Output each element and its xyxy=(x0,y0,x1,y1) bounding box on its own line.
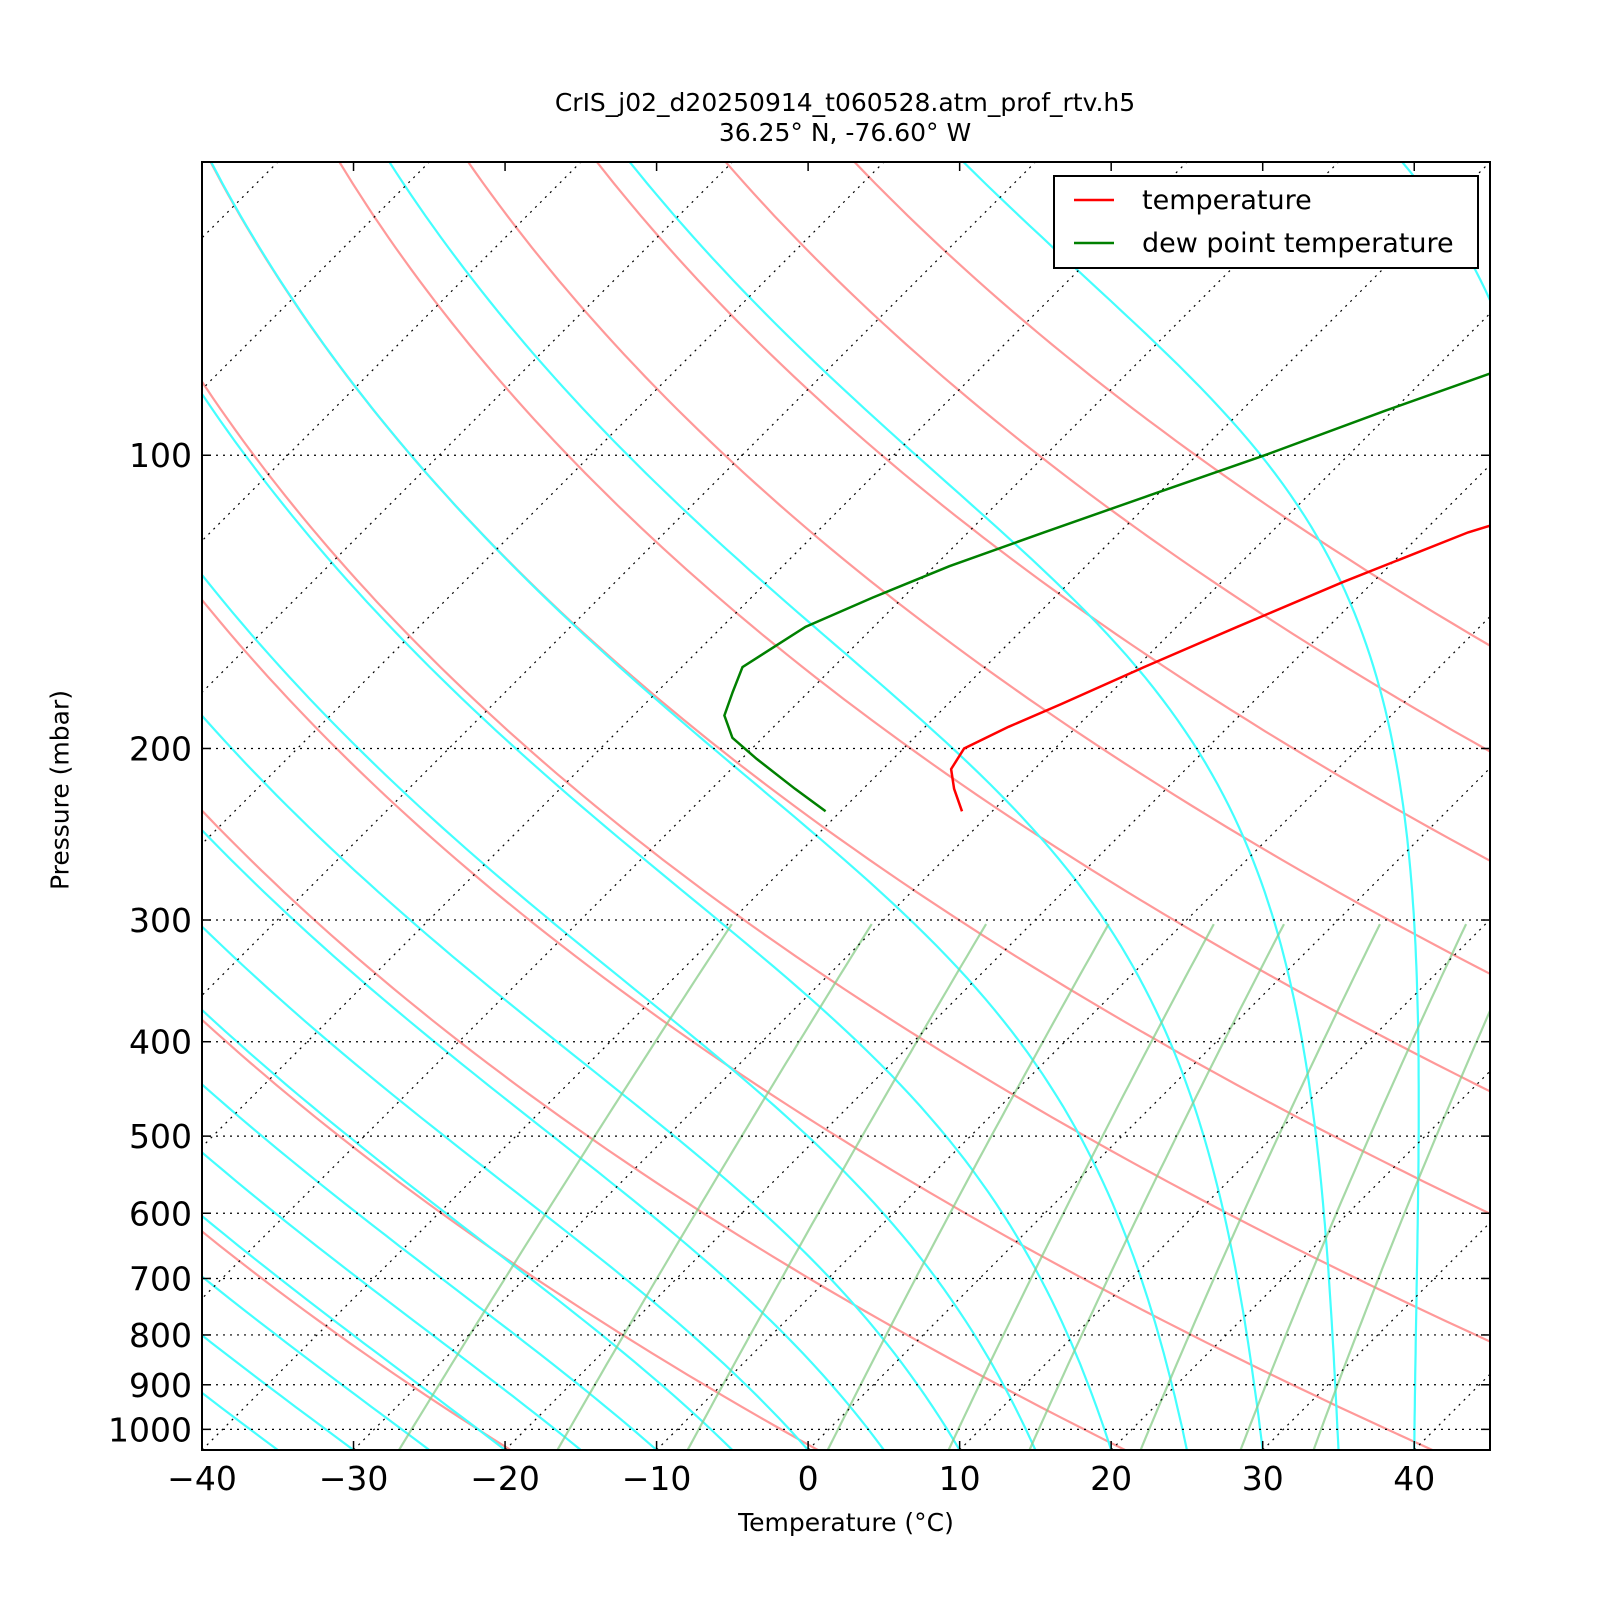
chart-title: CrIS_j02_d20250914_t060528.atm_prof_rtv.… xyxy=(0,88,1600,117)
x-tick-label: −40 xyxy=(167,1459,237,1498)
mixing-ratio-line xyxy=(1030,924,1285,1450)
y-axis-label: Pressure (mbar) xyxy=(46,690,75,890)
dry-adiabat-line xyxy=(597,162,1600,1450)
dry-adiabat-line xyxy=(468,162,1600,1450)
isotherm-line xyxy=(0,162,884,1450)
dry-adiabat-line xyxy=(726,162,1600,1450)
dry-adiabat-line xyxy=(0,162,1432,1450)
dry-adiabat-line xyxy=(339,162,1600,1450)
isotherm-line xyxy=(960,162,1600,1450)
isotherm-line xyxy=(1414,162,1600,1450)
x-tick-label: 20 xyxy=(1090,1459,1132,1498)
isotherm-line xyxy=(0,162,1187,1450)
dry-adiabat-line xyxy=(0,162,1125,1450)
moist-adiabat-line xyxy=(389,162,1262,1450)
y-tick-label: 300 xyxy=(129,901,192,940)
moist-adiabat-line xyxy=(1402,162,1547,1450)
moist-adiabat-line xyxy=(0,162,657,1450)
isotherm-line xyxy=(354,162,1600,1450)
moist-adiabat-line xyxy=(0,162,960,1450)
chart-subtitle: 36.25° N, -76.60° W xyxy=(0,118,1600,147)
isotherm-line xyxy=(1111,162,1600,1450)
y-tick-label: 200 xyxy=(129,729,192,768)
isotherm-line xyxy=(0,162,581,1450)
y-tick-label: 800 xyxy=(129,1316,192,1355)
isotherm-line xyxy=(657,162,1600,1450)
x-tick-label: 40 xyxy=(1393,1459,1435,1498)
moist-adiabat-line xyxy=(75,162,1111,1450)
legend-label: temperature xyxy=(1142,185,1312,216)
x-tick-label: −20 xyxy=(470,1459,540,1498)
moist-adiabat-line xyxy=(0,162,505,1450)
dry-adiabat-line xyxy=(855,162,1600,1450)
x-tick-label: 30 xyxy=(1242,1459,1284,1498)
dry-adiabat-line xyxy=(82,162,1600,1450)
y-tick-label: 100 xyxy=(129,436,192,475)
moist-adiabat-line xyxy=(0,162,808,1450)
y-tick-label: 1000 xyxy=(108,1410,192,1449)
dry-adiabat-line xyxy=(0,162,511,1450)
x-tick-label: 10 xyxy=(939,1459,981,1498)
isotherm-line xyxy=(51,162,1339,1450)
mixing-ratio-line xyxy=(557,924,871,1450)
moist-adiabat-line xyxy=(0,162,884,1450)
moist-adiabat-line xyxy=(0,162,202,1450)
x-tick-label: −30 xyxy=(319,1459,389,1498)
isotherm-line xyxy=(0,162,732,1450)
x-axis-label: Temperature (°C) xyxy=(202,1508,1490,1537)
mixing-ratio-line xyxy=(1314,924,1529,1450)
x-tick-label: −10 xyxy=(622,1459,692,1498)
legend: temperature dew point temperature xyxy=(1054,176,1478,268)
moist-adiabat-line xyxy=(0,162,732,1450)
y-tick-label: 900 xyxy=(129,1366,192,1405)
mixing-ratio-line xyxy=(828,924,1109,1450)
y-tick-label: 500 xyxy=(129,1117,192,1156)
x-tick-label: 0 xyxy=(798,1459,819,1498)
mixing-ratio-line xyxy=(1241,924,1467,1450)
legend-label: dew point temperature xyxy=(1142,228,1454,259)
background-lines xyxy=(0,162,1600,1450)
y-tick-label: 700 xyxy=(129,1259,192,1298)
moist-adiabat-line xyxy=(0,162,581,1450)
y-tick-label: 600 xyxy=(129,1194,192,1233)
y-tick-label: 400 xyxy=(129,1023,192,1062)
